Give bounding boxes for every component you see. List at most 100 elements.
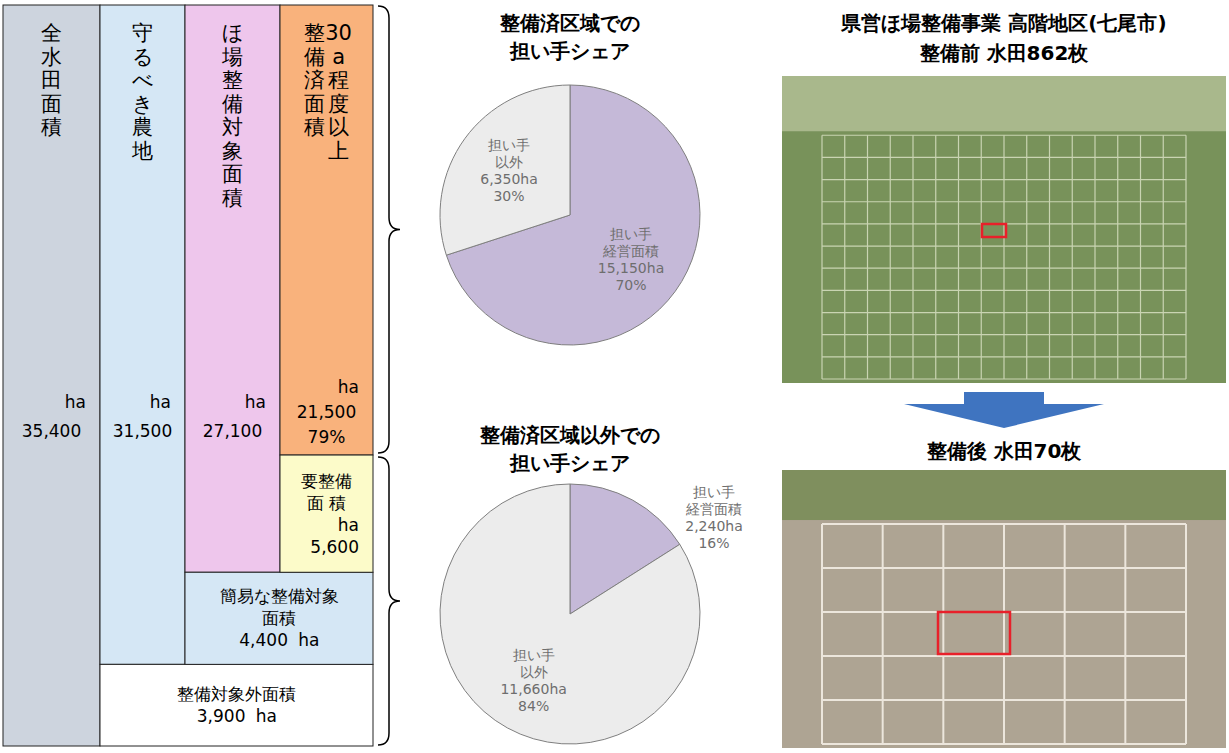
pie-value-label: 16% — [698, 535, 729, 551]
photo-field-line — [1064, 524, 1066, 744]
photo-field-line — [822, 334, 1186, 335]
pie-category-line: 担い手 — [610, 226, 652, 242]
remainder-label-line: 面積 — [262, 608, 296, 628]
photo-field-line — [822, 268, 1186, 269]
column-label-part: 程 — [328, 68, 349, 92]
column-unit: ha — [245, 392, 266, 412]
column-label-part: 済 — [304, 68, 325, 92]
area-column — [280, 5, 373, 455]
pie-value-label: 84% — [518, 698, 549, 714]
pie-category-line: 経営面積 — [685, 501, 742, 517]
remainder-box — [100, 664, 373, 746]
pie-title-line: 整備済区域での — [499, 11, 640, 35]
column-value: 31,500 — [113, 421, 172, 441]
photo-field-line — [822, 655, 1186, 657]
photo-field-line — [822, 290, 1186, 291]
column-label-part: 度 — [328, 92, 349, 116]
remainder-unit: ha — [256, 706, 277, 726]
pie-category: 担い手以外 — [488, 137, 530, 170]
column-label-part: 面 — [222, 162, 243, 186]
remainder-label: 要整備面 積 — [301, 471, 352, 513]
column-label-part: ほ — [222, 21, 244, 45]
photo-far — [782, 76, 1226, 131]
column-label-part: 整 — [304, 21, 325, 45]
column-label-part: a — [332, 45, 345, 69]
remainder-box — [185, 572, 373, 664]
remainder-value: 3,900 — [197, 706, 246, 726]
column-label-part: 以 — [328, 115, 349, 139]
pie-category-line: 担い手 — [693, 484, 735, 500]
area-column — [100, 5, 185, 664]
pie-category-line: 以外 — [520, 664, 548, 680]
column-unit: ha — [65, 392, 86, 412]
pie-chart: 整備済区域以外での担い手シェア担い手経営面積2,240ha16%担い手以外11,… — [440, 423, 743, 744]
column-label-part: 面 — [304, 92, 325, 116]
photo-field-line — [844, 135, 845, 379]
photo-field-line — [822, 699, 1186, 701]
photo-field-line — [1049, 135, 1050, 379]
photo-field-line — [958, 135, 959, 379]
column-label: 30a程度以上 整備済面積 — [304, 21, 352, 163]
pie-slice — [440, 484, 700, 744]
column-label-part: 田 — [41, 68, 62, 92]
photo-field-line — [882, 524, 884, 744]
remainder-label: 整備対象外面積 — [177, 684, 296, 704]
photo-field-line — [935, 135, 936, 379]
photo-field-line — [822, 179, 1186, 180]
photo-field-line — [1124, 524, 1126, 744]
photo-field-line — [1140, 135, 1141, 379]
remainder-unit: ha — [338, 515, 359, 535]
photo-field-line — [1117, 135, 1118, 379]
photo-field-line — [822, 201, 1186, 202]
column-label: 守るべき農地 — [131, 21, 154, 163]
pie-area-label: 6,350ha — [480, 171, 538, 187]
remainder-label: 簡易な整備対象面積 — [220, 586, 339, 628]
pie-area-label: 15,150ha — [598, 260, 664, 276]
pie-slices — [440, 85, 700, 345]
brace — [378, 457, 400, 745]
photo-field-line — [1003, 524, 1005, 744]
pie-title: 整備済区域での担い手シェア — [499, 11, 640, 63]
photo-field-line — [890, 135, 891, 379]
remainder-label-line: 要整備 — [301, 471, 352, 491]
pie-title-line: 整備済区域以外での — [479, 423, 660, 447]
photo-field-line — [1163, 135, 1164, 379]
photo-field-line — [822, 157, 1186, 158]
column-label-part: 備 — [222, 92, 243, 116]
column-value: 27,100 — [203, 421, 262, 441]
photo-caption: 整備後 水田70枚 — [926, 439, 1083, 463]
remainder-label-line: 簡易な整備対象 — [220, 586, 339, 606]
pie-category: 担い手以外 — [513, 647, 555, 680]
column-value: 35,400 — [22, 421, 81, 441]
column-label-part: 全 — [41, 21, 62, 45]
column-label-part: 備 — [304, 45, 325, 69]
remainder-unit: ha — [298, 630, 319, 650]
area-breakdown: 全水田面積ha35,400守るべき農地ha31,500ほ場整備対象面積ha27,… — [3, 5, 373, 746]
column-label-part: 積 — [304, 115, 325, 139]
pie-title-line: 担い手シェア — [509, 39, 630, 63]
column-label-part: 上 — [328, 139, 349, 163]
pie-value-label: 70% — [615, 277, 646, 293]
photo-field-line — [1185, 135, 1186, 379]
photo-ground — [782, 470, 1226, 748]
remainder-box — [280, 455, 373, 572]
column-label-part: 象 — [222, 139, 243, 163]
pie-title: 整備済区域以外での担い手シェア — [479, 423, 660, 475]
photo-caption: 整備前 水田862枚 — [919, 41, 1090, 65]
photo-field-line — [912, 135, 913, 379]
pie-value-label: 30% — [493, 188, 524, 204]
photo-field-line — [942, 524, 944, 744]
pie-category: 担い手経営面積 — [602, 226, 659, 259]
column-label-part: 積 — [41, 115, 62, 139]
column-label-part: 面 — [41, 92, 62, 116]
photo-field-line — [822, 523, 1186, 525]
photo-field-line — [822, 743, 1186, 745]
remainder-label-line: 面 積 — [307, 493, 346, 513]
column-label-part: 農 — [132, 115, 153, 139]
area-column — [185, 5, 280, 572]
column-label-part: 30 — [325, 21, 352, 45]
photo-panel: 県営ほ場整備事業 高階地区(七尾市)整備前 水田862枚整備後 水田70枚 — [782, 11, 1226, 748]
remainder-value: 4,400 — [239, 630, 288, 650]
photo-field-line — [822, 356, 1186, 357]
photo-field-line — [1094, 135, 1095, 379]
